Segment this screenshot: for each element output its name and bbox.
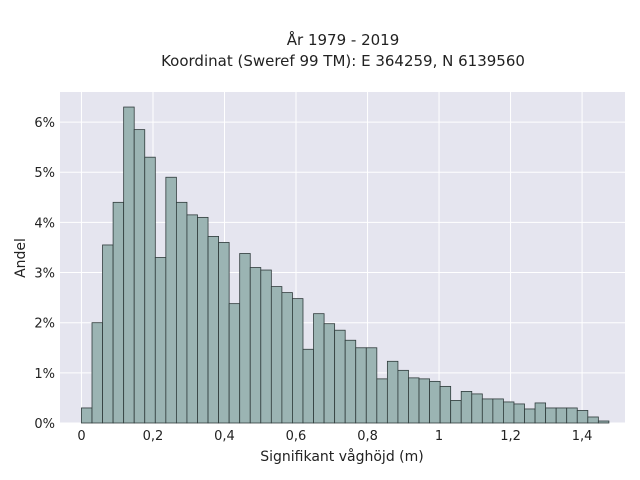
histogram-bar	[249, 267, 262, 424]
histogram-bar	[524, 408, 536, 424]
histogram-bar	[471, 393, 483, 424]
histogram-bar	[597, 420, 610, 424]
y-tick-label: 6%	[34, 116, 55, 131]
histogram-bar	[513, 403, 525, 424]
histogram-bar	[355, 347, 367, 424]
x-tick-label: 1,2	[500, 429, 521, 444]
x-axis-ticks: 0 0,2 0,4 0,6 0,8 1 1,2 1,4	[77, 429, 592, 444]
histogram-bar	[154, 257, 167, 424]
histogram-bar	[566, 407, 578, 424]
histogram-bar	[450, 400, 462, 424]
histogram-bar	[323, 323, 336, 424]
histogram-bar	[492, 398, 504, 424]
y-tick-label: 4%	[34, 216, 55, 231]
histogram-bar	[397, 369, 409, 424]
histogram-bar	[418, 378, 430, 424]
histogram-bar	[555, 407, 568, 424]
histogram-bar	[545, 407, 557, 424]
histogram-bar	[576, 410, 589, 424]
histogram-bar	[292, 298, 304, 424]
y-axis-ticks: 0% 1% 2% 3% 4% 5% 6%	[34, 116, 55, 432]
y-tick-label: 0%	[34, 417, 55, 432]
y-tick-label: 3%	[34, 267, 55, 282]
y-tick-label: 1%	[34, 367, 55, 382]
histogram-bar	[165, 176, 177, 424]
histogram-bar	[112, 201, 125, 424]
histogram-bar	[91, 322, 103, 424]
x-axis-label: Signifikant våghöjd (m)	[260, 448, 423, 465]
chart-subtitle: Koordinat (Sweref 99 TM): E 364259, N 61…	[161, 52, 525, 70]
histogram-bar	[460, 391, 473, 424]
histogram-bar	[239, 253, 251, 424]
histogram-bar	[534, 402, 547, 424]
histogram-bar	[302, 348, 314, 424]
histogram-bar	[207, 236, 219, 424]
histogram-bar	[270, 286, 283, 424]
x-tick-label: 0,2	[143, 429, 164, 444]
histogram-bar	[429, 380, 441, 424]
histogram-bar	[386, 360, 399, 424]
y-tick-label: 2%	[34, 317, 55, 332]
histogram-bar	[228, 303, 241, 424]
y-tick-label: 5%	[34, 166, 55, 181]
histogram-bar	[587, 416, 599, 424]
histogram-bar	[186, 214, 198, 424]
histogram-bar	[376, 378, 388, 424]
x-tick-label: 0,6	[286, 429, 307, 444]
x-tick-label: 0,4	[214, 429, 235, 444]
histogram-bar	[260, 269, 272, 424]
x-tick-label: 0	[77, 429, 85, 444]
histogram-bar	[197, 216, 209, 424]
histogram-bar	[123, 106, 135, 424]
histogram-bar	[102, 244, 114, 424]
histogram-bar	[218, 242, 230, 424]
histogram-bar	[313, 313, 325, 424]
bars	[81, 106, 610, 424]
histogram-bar	[439, 385, 452, 424]
y-axis-label: Andel	[13, 238, 29, 278]
chart-title: År 1979 - 2019	[287, 30, 400, 49]
histogram-bar	[81, 407, 93, 424]
histogram-bar	[281, 292, 293, 424]
x-tick-label: 1	[435, 429, 443, 444]
histogram-bar	[133, 129, 146, 424]
x-tick-label: 0,8	[357, 429, 378, 444]
histogram-bar	[344, 339, 357, 424]
histogram-bar	[481, 398, 494, 424]
histogram-bar	[334, 329, 346, 424]
x-tick-label: 1,4	[572, 429, 593, 444]
histogram-bar	[144, 156, 156, 424]
histogram-bar	[408, 377, 420, 424]
histogram-bar	[365, 347, 378, 424]
histogram-bar	[503, 401, 515, 424]
histogram-bar	[175, 201, 188, 424]
